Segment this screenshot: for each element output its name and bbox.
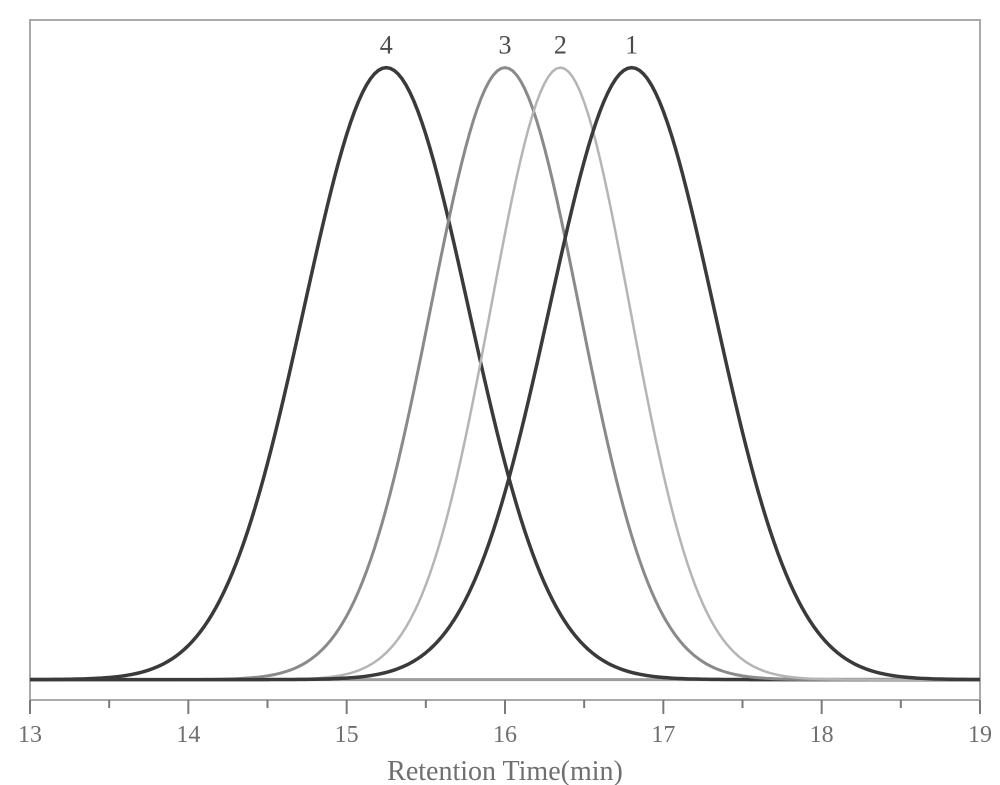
peak-2-label: 2 (554, 31, 567, 60)
x-tick-label: 17 (651, 722, 675, 748)
x-tick-label: 19 (968, 722, 992, 748)
x-tick-label: 16 (493, 722, 517, 748)
chart-container: 4 3 2 1 13 14 15 16 17 18 19 Retention Time(min) (0, 0, 1000, 785)
peak-3-label: 3 (499, 31, 512, 60)
x-axis-label: Retention Time(min) (387, 756, 623, 785)
chart-background (0, 0, 1000, 785)
x-tick-label: 14 (176, 722, 200, 748)
x-tick-label: 13 (18, 722, 42, 748)
x-tick-label: 15 (335, 722, 359, 748)
peak-1-label: 1 (625, 31, 638, 60)
x-tick-label: 18 (810, 722, 834, 748)
chart-svg: 4 3 2 1 13 14 15 16 17 18 19 Retention Time(min) (0, 0, 1000, 785)
peak-4-label: 4 (380, 31, 393, 60)
